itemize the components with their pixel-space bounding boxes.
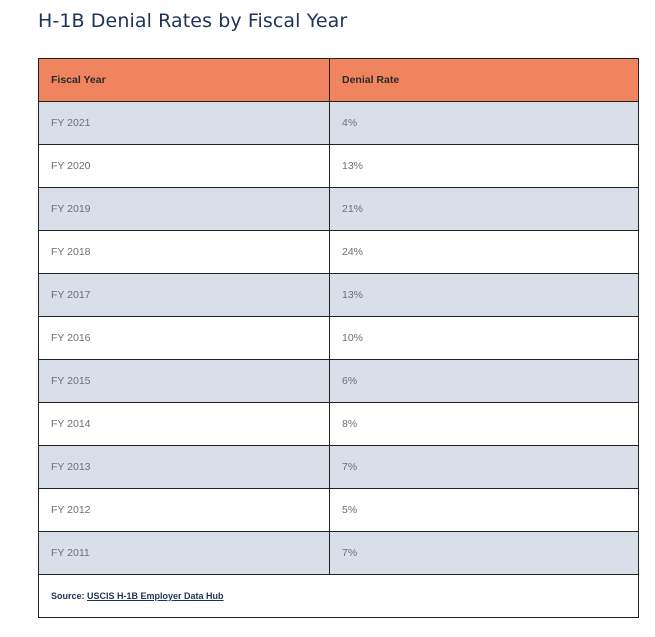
fiscal-year-cell: FY 2012 — [38, 488, 330, 532]
fiscal-year-cell: FY 2016 — [38, 316, 330, 360]
source-link[interactable]: USCIS H-1B Employer Data Hub — [87, 591, 224, 601]
table-row: FY 2019 21% — [38, 187, 639, 231]
denial-rate-cell: 8% — [329, 402, 639, 446]
table-row: FY 2011 7% — [38, 531, 639, 575]
denial-rate-cell: 4% — [329, 101, 639, 145]
denial-rates-table: Fiscal Year Denial Rate FY 2021 4% FY 20… — [38, 58, 639, 618]
source-row: Source: USCIS H-1B Employer Data Hub — [38, 574, 639, 618]
denial-rate-cell: 6% — [329, 359, 639, 403]
source-note: Source: USCIS H-1B Employer Data Hub — [38, 574, 639, 618]
fiscal-year-cell: FY 2019 — [38, 187, 330, 231]
fiscal-year-cell: FY 2015 — [38, 359, 330, 403]
table-row: FY 2016 10% — [38, 316, 639, 360]
fiscal-year-cell: FY 2014 — [38, 402, 330, 446]
denial-rate-cell: 13% — [329, 273, 639, 317]
table-row: FY 2012 5% — [38, 488, 639, 532]
column-header-denial-rate: Denial Rate — [329, 58, 639, 102]
table-row: FY 2017 13% — [38, 273, 639, 317]
denial-rate-cell: 7% — [329, 531, 639, 575]
table-row: FY 2020 13% — [38, 144, 639, 188]
fiscal-year-cell: FY 2017 — [38, 273, 330, 317]
denial-rate-cell: 7% — [329, 445, 639, 489]
denial-rate-cell: 24% — [329, 230, 639, 274]
fiscal-year-cell: FY 2020 — [38, 144, 330, 188]
table-header-row: Fiscal Year Denial Rate — [38, 58, 639, 102]
table-row: FY 2015 6% — [38, 359, 639, 403]
fiscal-year-cell: FY 2013 — [38, 445, 330, 489]
fiscal-year-cell: FY 2021 — [38, 101, 330, 145]
table-row: FY 2014 8% — [38, 402, 639, 446]
table-row: FY 2021 4% — [38, 101, 639, 145]
denial-rate-cell: 5% — [329, 488, 639, 532]
table-row: FY 2018 24% — [38, 230, 639, 274]
denial-rate-cell: 21% — [329, 187, 639, 231]
fiscal-year-cell: FY 2011 — [38, 531, 330, 575]
column-header-fiscal-year: Fiscal Year — [38, 58, 330, 102]
page-title: H-1B Denial Rates by Fiscal Year — [38, 10, 348, 32]
denial-rate-cell: 10% — [329, 316, 639, 360]
table-row: FY 2013 7% — [38, 445, 639, 489]
denial-rate-cell: 13% — [329, 144, 639, 188]
source-label: Source: — [51, 591, 88, 601]
fiscal-year-cell: FY 2018 — [38, 230, 330, 274]
